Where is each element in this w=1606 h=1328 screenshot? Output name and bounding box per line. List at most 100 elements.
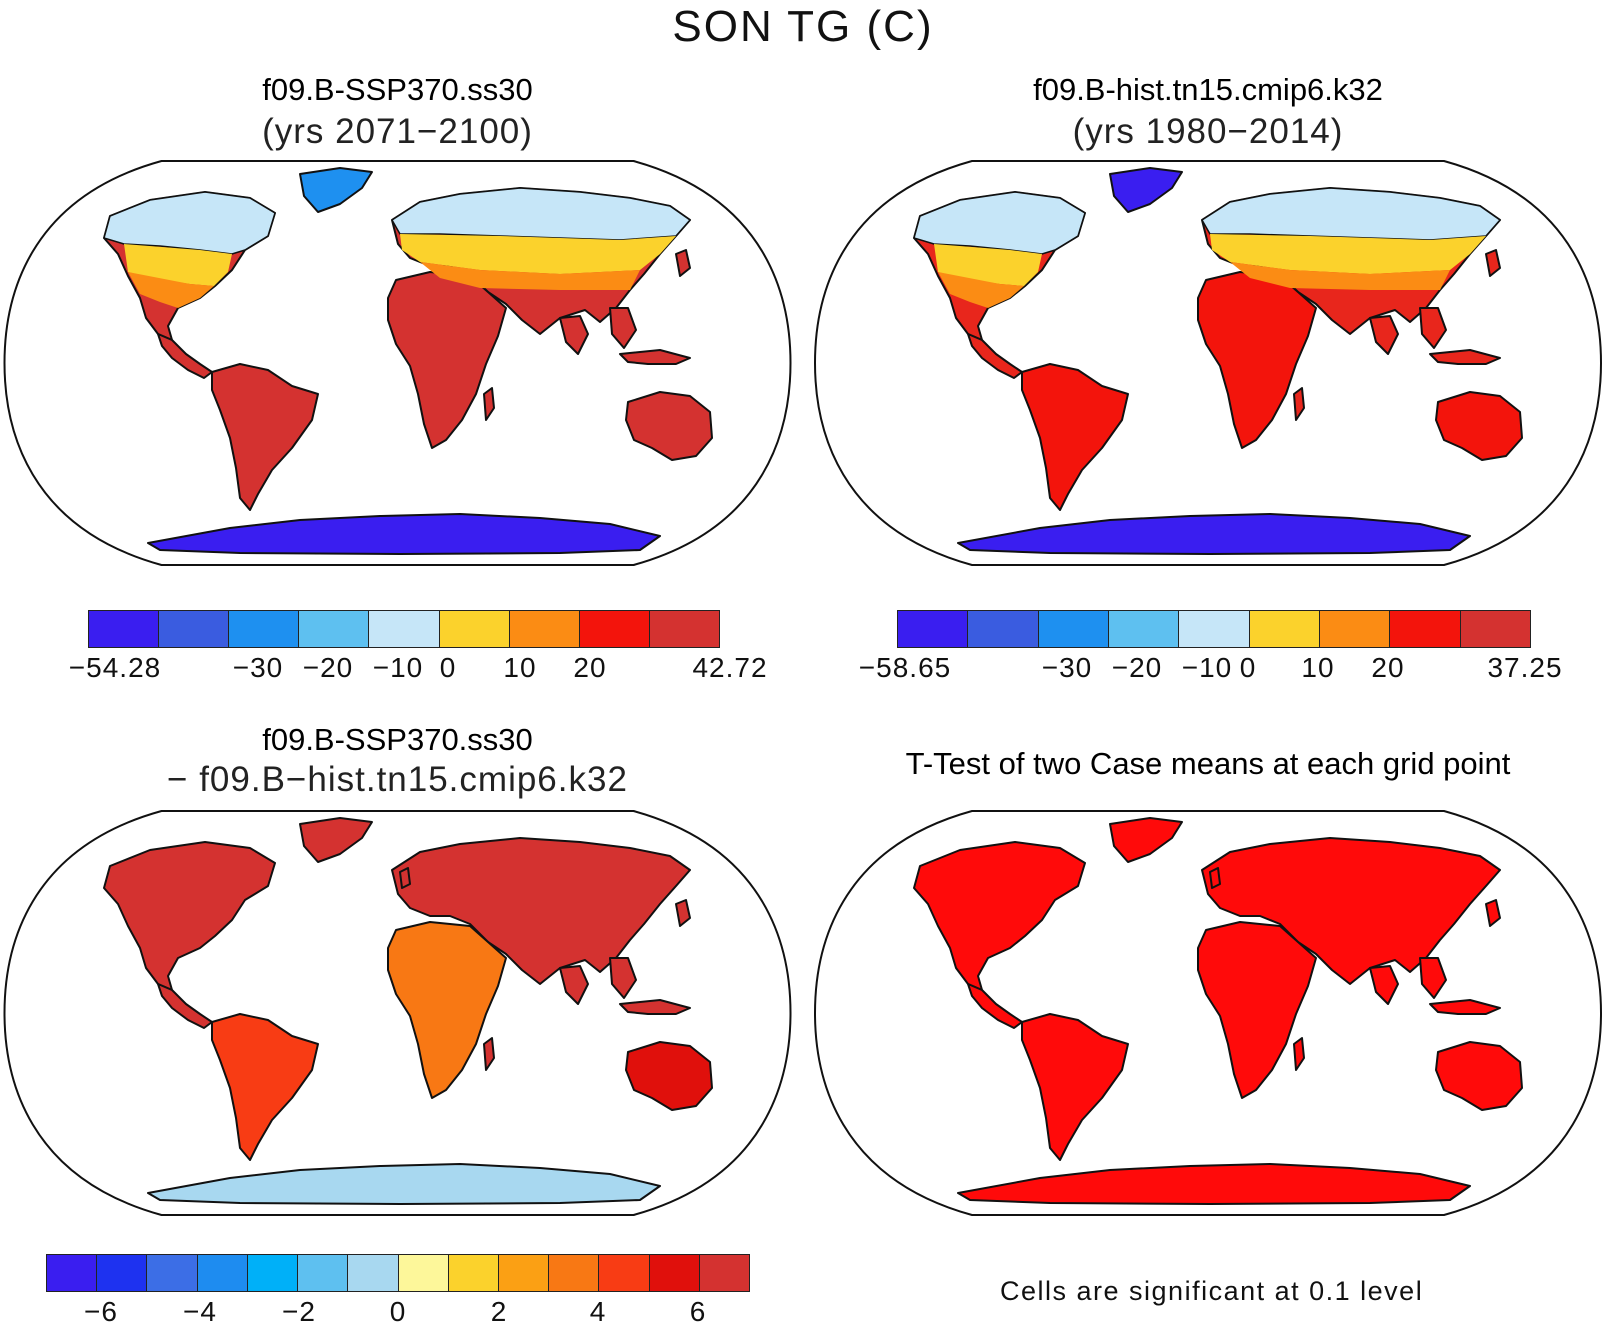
colorbar-swatch	[298, 1255, 349, 1291]
colorbar-tick-label: −30	[232, 652, 284, 683]
colorbar-tick-label: −2	[282, 1296, 316, 1327]
panel-ttest-map	[813, 810, 1603, 1216]
colorbar-swatch	[599, 1255, 650, 1291]
landmass-north-america	[103, 841, 276, 991]
colorbar-tick-label: 0	[439, 652, 457, 683]
panel-difference-subtitle: − f09.B−hist.tn15.cmip6.k32	[167, 760, 628, 799]
colorbar-tick-label: 10	[1301, 652, 1335, 683]
colorbar-swatch	[89, 611, 160, 647]
warm-latitude-band	[938, 262, 1450, 308]
colorbar-swatch	[197, 1255, 248, 1291]
colorbar-swatch	[498, 1255, 550, 1291]
colorbar-tick-label: 37.25	[1487, 652, 1563, 683]
map-content	[815, 811, 1601, 1215]
panel-difference-map	[3, 810, 792, 1216]
colorbar-swatch	[649, 1255, 700, 1291]
colorbar-swatch	[1460, 611, 1530, 647]
landmass-india	[1369, 965, 1399, 1005]
landmass-se-asia	[609, 307, 637, 349]
landmass-indonesia	[619, 999, 691, 1015]
landmass-central-america	[967, 983, 1023, 1029]
landmass-central-america	[157, 333, 213, 379]
colorbar-tick-label: −30	[1041, 652, 1093, 683]
map-content	[4, 811, 791, 1215]
landmass-south-america	[1021, 363, 1129, 511]
colorbar-swatch	[348, 1255, 399, 1291]
colorbar-swatch	[369, 611, 440, 647]
colorbar-tick-label: −20	[302, 652, 354, 683]
colorbar-swatch	[1319, 611, 1391, 647]
map-frame	[813, 810, 1603, 1216]
panel-historical-title: f09.B-hist.tn15.cmip6.k32	[1033, 72, 1383, 107]
landmass-se-asia	[1419, 957, 1447, 999]
landmass-indonesia	[1429, 999, 1501, 1015]
colorbar-tick-label: −54.28	[68, 652, 162, 683]
colorbar-tick-label: 0	[389, 1296, 407, 1327]
colorbar-swatch	[398, 1255, 449, 1291]
colorbar-tick-label: 4	[589, 1296, 607, 1327]
map-frame	[3, 160, 792, 566]
mid-latitude-band	[934, 234, 1486, 286]
landmass-australia	[1435, 1041, 1523, 1111]
landmass-greenland	[1109, 817, 1183, 863]
landmass-greenland	[299, 167, 373, 213]
landmass-europe-asia	[1201, 837, 1501, 985]
panel-future-map	[3, 160, 792, 566]
significance-footnote: Cells are significant at 0.1 level	[1000, 1276, 1424, 1306]
landmass-madagascar	[483, 1037, 495, 1071]
landmass-japan	[675, 249, 691, 277]
landmass-south-america	[1021, 1013, 1129, 1161]
landmass-africa	[1197, 271, 1317, 449]
landmass-south-america	[211, 1013, 319, 1161]
landmass-australia	[625, 1041, 713, 1111]
panel-historical-subtitle: (yrs 1980−2014)	[1072, 112, 1344, 151]
landmass-north-america	[913, 841, 1086, 991]
map-content	[4, 161, 791, 565]
colorbar-swatch	[159, 611, 230, 647]
colorbar-swatch	[247, 1255, 299, 1291]
landmass-africa	[387, 271, 507, 449]
figure-title: SON TG (C)	[672, 2, 934, 51]
panel-difference-title: f09.B-SSP370.ss30	[262, 722, 533, 757]
colorbar-swatch	[229, 611, 300, 647]
map-content	[815, 161, 1601, 565]
panel-historical-map	[813, 160, 1603, 566]
colorbar-tick-label: −58.65	[858, 652, 952, 683]
colorbar-swatch	[509, 611, 580, 647]
landmass-se-asia	[609, 957, 637, 999]
colorbar-tick-label: 20	[573, 652, 607, 683]
colorbar-swatch	[439, 611, 510, 647]
colorbar-tick-label: 2	[490, 1296, 508, 1327]
colorbar-swatch	[1390, 611, 1461, 647]
colorbar-swatch	[1249, 611, 1320, 647]
colorbar-swatch	[299, 611, 370, 647]
colorbar-tick-label: −10	[1181, 652, 1233, 683]
warm-latitude-band	[128, 262, 640, 308]
colorbar-tick-label: 42.72	[692, 652, 768, 683]
colorbar-swatch	[579, 611, 650, 647]
landmass-uk	[399, 867, 411, 889]
landmass-australia	[625, 391, 713, 461]
landmass-antarctica	[147, 1163, 661, 1205]
landmass-greenland	[1109, 167, 1183, 213]
panel-historical-colorbar	[897, 610, 1531, 648]
panel-future-subtitle: (yrs 2071−2100)	[262, 112, 533, 151]
colorbar-tick-label: −20	[1111, 652, 1163, 683]
colorbar-swatch	[1179, 611, 1250, 647]
panel-future-title: f09.B-SSP370.ss30	[262, 72, 533, 107]
landmass-uk	[1209, 867, 1221, 889]
landmass-japan	[675, 899, 691, 927]
colorbar-swatch	[1038, 611, 1109, 647]
colorbar-swatch	[649, 611, 719, 647]
colorbar-swatch	[968, 611, 1039, 647]
landmass-antarctica	[957, 513, 1471, 555]
landmass-greenland	[299, 817, 373, 863]
landmass-central-america	[967, 333, 1023, 379]
colorbar-tick-label: 0	[1239, 652, 1257, 683]
colorbar-tick-label: −10	[372, 652, 424, 683]
panel-difference-colorbar	[46, 1254, 750, 1292]
landmass-indonesia	[619, 349, 691, 365]
landmass-india	[1369, 315, 1399, 355]
panel-ttest-title: T-Test of two Case means at each grid po…	[905, 746, 1511, 781]
landmass-madagascar	[1293, 387, 1305, 421]
